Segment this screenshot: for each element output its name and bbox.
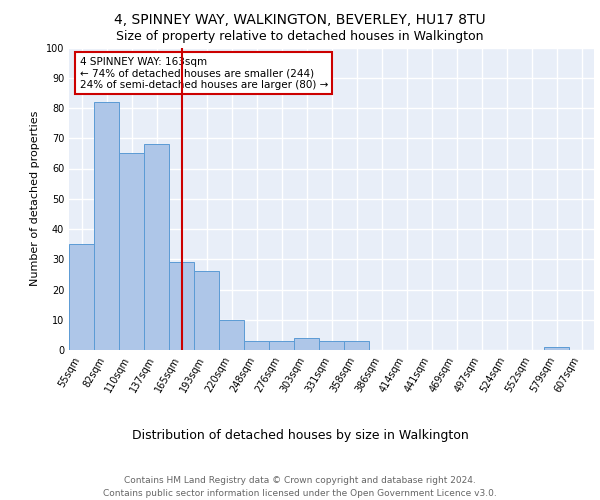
Bar (244, 341, 269, 350)
Bar (94, 102, 119, 350)
Bar (194, 272, 219, 350)
Bar (544, 347, 569, 350)
Bar (119, 154, 144, 350)
Text: Distribution of detached houses by size in Walkington: Distribution of detached houses by size … (131, 428, 469, 442)
Text: Contains HM Land Registry data © Crown copyright and database right 2024.
Contai: Contains HM Land Registry data © Crown c… (103, 476, 497, 498)
Bar (69, 244, 94, 350)
Bar (144, 144, 169, 350)
Bar (294, 338, 319, 350)
Y-axis label: Number of detached properties: Number of detached properties (30, 111, 40, 286)
Bar (169, 262, 194, 350)
Text: Size of property relative to detached houses in Walkington: Size of property relative to detached ho… (116, 30, 484, 43)
Bar (219, 320, 244, 350)
Bar (269, 341, 294, 350)
Text: 4 SPINNEY WAY: 163sqm
← 74% of detached houses are smaller (244)
24% of semi-det: 4 SPINNEY WAY: 163sqm ← 74% of detached … (79, 56, 328, 90)
Bar (319, 341, 344, 350)
Text: 4, SPINNEY WAY, WALKINGTON, BEVERLEY, HU17 8TU: 4, SPINNEY WAY, WALKINGTON, BEVERLEY, HU… (114, 12, 486, 26)
Bar (344, 341, 369, 350)
